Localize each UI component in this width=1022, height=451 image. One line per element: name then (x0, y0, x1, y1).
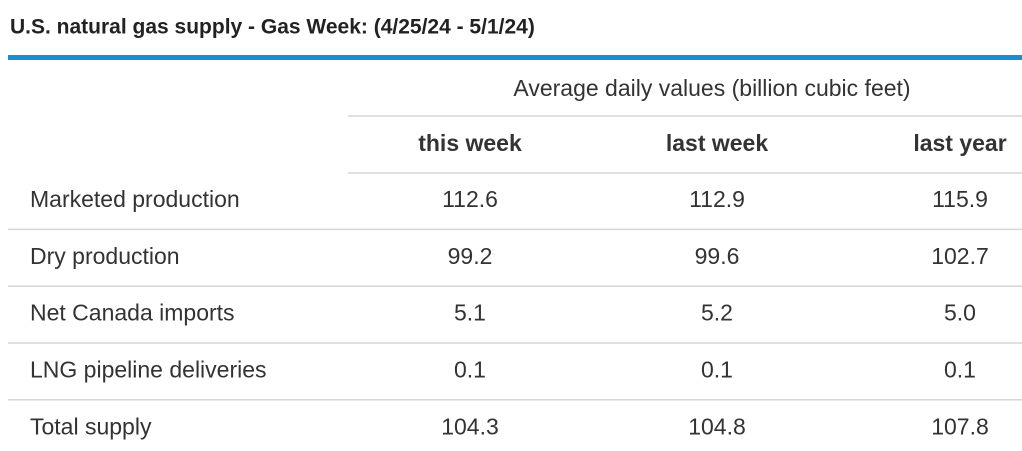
cell-value: 107.8 (931, 413, 989, 439)
row-label: Net Canada imports (30, 300, 235, 326)
column-header: last week (666, 130, 768, 156)
cell-value: 5.0 (944, 300, 976, 326)
row-label: LNG pipeline deliveries (30, 356, 267, 382)
cell-value: 5.2 (701, 300, 733, 326)
group-header: Average daily values (billion cubic feet… (513, 75, 910, 101)
cell-value: 115.9 (932, 186, 988, 212)
row-label: Marketed production (30, 186, 240, 212)
cell-value: 112.9 (689, 186, 745, 212)
cell-value: 99.2 (448, 243, 493, 269)
cell-value: 112.6 (442, 186, 498, 212)
row-label: Dry production (30, 243, 180, 269)
cell-value: 0.1 (944, 356, 976, 382)
table-title: U.S. natural gas supply - Gas Week: (4/2… (10, 16, 535, 39)
cell-value: 102.7 (931, 243, 989, 269)
cell-value: 104.8 (688, 413, 746, 439)
cell-value: 0.1 (454, 356, 486, 382)
column-header: last year (913, 130, 1006, 156)
cell-value: 0.1 (701, 356, 733, 382)
cell-value: 104.3 (441, 413, 499, 439)
cell-value: 99.6 (695, 243, 740, 269)
cell-value: 5.1 (454, 300, 486, 326)
row-label: Total supply (30, 413, 152, 439)
column-header: this week (418, 130, 522, 156)
title-rule (8, 55, 1022, 60)
